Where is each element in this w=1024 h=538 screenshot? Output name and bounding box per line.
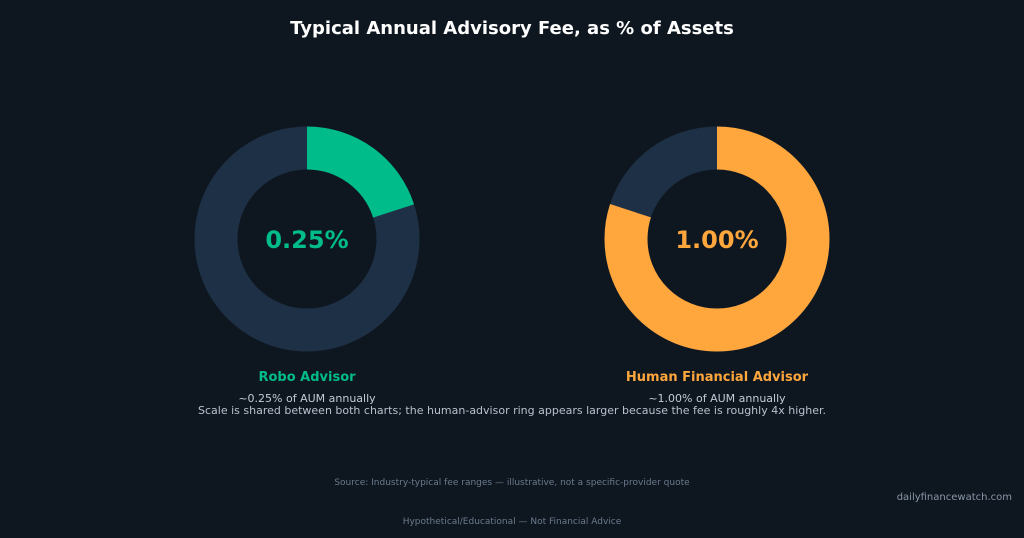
human-donut: 1.00% [604,126,830,352]
robo-subtitle: ~0.25% of AUM annually [238,392,376,405]
donut-value-arc [604,126,830,352]
donut-value-label: 1.00% [675,226,758,254]
human-subtitle: ~1.00% of AUM annually [648,392,786,405]
chart-title: Typical Annual Advisory Fee, as % of Ass… [290,18,734,39]
donut-value-label: 0.25% [265,226,348,254]
human-label: Human Financial Advisor [625,370,809,385]
source-note: Source: Industry-typical fee ranges — il… [334,478,690,488]
donut-value-arc [194,126,420,352]
scale-note: Scale is shared between both charts; the… [198,404,826,417]
watermark: dailyfinancewatch.com [896,492,1012,503]
robo-donut: 0.25% [194,126,420,352]
robo-label: Robo Advisor [258,370,356,385]
disclaimer: Hypothetical/Educational — Not Financial… [402,517,622,527]
